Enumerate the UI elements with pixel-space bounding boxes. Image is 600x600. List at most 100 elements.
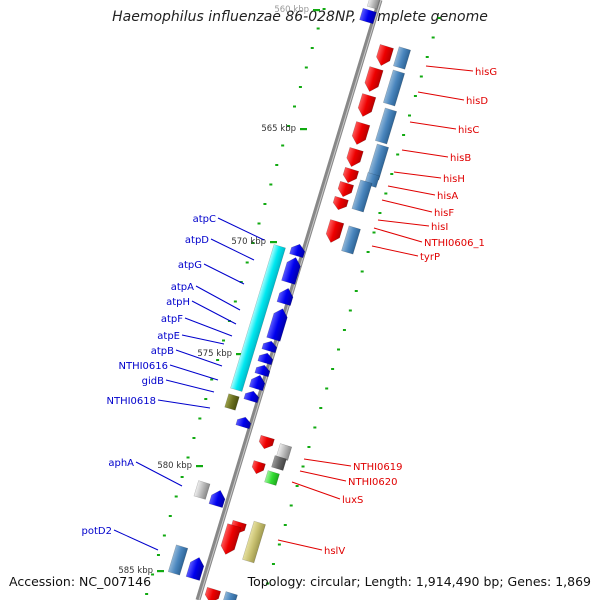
leader-line xyxy=(157,399,211,409)
gene-feature-red xyxy=(325,219,345,243)
leader-line xyxy=(210,238,255,261)
gene-feature-steel xyxy=(351,179,373,213)
gene-feature-steel xyxy=(383,69,405,107)
gene-feature-red xyxy=(251,460,266,475)
gene-feature-red xyxy=(376,44,394,66)
gene-label-tyrp[interactable]: tyrP xyxy=(420,252,440,263)
gene-label-hisa[interactable]: hisA xyxy=(437,191,458,202)
gene-feature-blue xyxy=(248,374,266,392)
major-tick xyxy=(196,465,203,468)
leader-line xyxy=(277,539,323,551)
gene-label-hisb[interactable]: hisB xyxy=(450,153,471,164)
leader-line xyxy=(113,529,159,551)
gene-label-hisi[interactable]: hisI xyxy=(431,222,448,233)
gene-features xyxy=(167,0,411,600)
gene-label-hisf[interactable]: hisF xyxy=(434,208,454,219)
gene-feature-blue xyxy=(185,557,205,581)
leader-line xyxy=(387,185,436,196)
gene-label-hisg[interactable]: hisG xyxy=(475,67,497,78)
gene-label-nthi0606-1[interactable]: NTHI0606_1 xyxy=(424,238,485,249)
gene-feature-red xyxy=(258,434,275,450)
gene-label-luxs[interactable]: luxS xyxy=(342,495,363,506)
leader-line xyxy=(165,379,215,393)
gene-feature-steel xyxy=(222,591,238,600)
leader-line xyxy=(299,470,347,482)
gene-feature-steel xyxy=(341,225,361,255)
gene-feature-blue xyxy=(261,340,278,354)
gene-feature-red xyxy=(220,523,242,555)
scale-label: 570 kbp xyxy=(231,237,266,247)
gene-feature-blue xyxy=(257,352,274,366)
gene-feature-blue xyxy=(235,416,252,430)
major-tick xyxy=(157,570,164,573)
gene-label-atpb[interactable]: atpB xyxy=(151,346,174,357)
gene-feature-blue xyxy=(266,308,288,342)
gene-feature-steel xyxy=(393,46,411,70)
gene-feature-blue xyxy=(254,364,271,378)
gene-feature-blue xyxy=(208,490,226,508)
gene-feature-steel xyxy=(167,544,189,576)
leader-line xyxy=(191,300,237,325)
genome-summary-text: Topology: circular; Length: 1,914,490 bp… xyxy=(247,574,591,589)
feature-blue xyxy=(359,7,377,25)
gene-label-atpd[interactable]: atpD xyxy=(185,235,209,246)
leader-line xyxy=(135,461,183,487)
leader-line xyxy=(184,317,233,337)
scale-label: 575 kbp xyxy=(197,349,232,359)
leader-line xyxy=(373,227,423,243)
gene-feature-blue xyxy=(276,288,294,306)
gene-feature-blue xyxy=(281,257,301,285)
gene-label-atpa[interactable]: atpA xyxy=(171,282,194,293)
gene-feature-red xyxy=(346,147,364,167)
leader-line xyxy=(381,199,433,213)
scale-label: 585 kbp xyxy=(118,566,153,576)
gene-label-atph[interactable]: atpH xyxy=(166,297,190,308)
leader-line xyxy=(377,219,430,227)
map-title: Haemophilus influenzae 86-028NP, complet… xyxy=(112,9,488,25)
gene-label-hisc[interactable]: hisC xyxy=(458,125,479,136)
leader-line xyxy=(425,65,474,72)
leader-line xyxy=(371,245,419,257)
gene-label-apha[interactable]: aphA xyxy=(108,458,134,469)
gene-label-nthi0616[interactable]: NTHI0616 xyxy=(118,361,168,372)
leader-line xyxy=(393,171,442,179)
gene-label-atpf[interactable]: atpF xyxy=(161,314,183,325)
gene-label-nthi0619[interactable]: NTHI0619 xyxy=(353,462,403,473)
gene-feature-blue xyxy=(243,390,260,404)
feature-gray xyxy=(366,0,382,10)
major-tick xyxy=(313,9,320,12)
gene-label-atpg[interactable]: atpG xyxy=(178,260,202,271)
gene-feature-cyan xyxy=(230,244,286,392)
gene-label-gidb[interactable]: gidB xyxy=(142,376,164,387)
gene-label-nthi0618[interactable]: NTHI0618 xyxy=(106,396,156,407)
gene-feature-steel xyxy=(375,107,397,145)
leader-line xyxy=(203,263,245,285)
gene-feature-khaki xyxy=(242,520,266,564)
gene-feature-gray xyxy=(193,480,211,500)
leader-line xyxy=(417,91,465,101)
gene-feature-gray xyxy=(271,455,287,471)
gene-label-hish[interactable]: hisH xyxy=(443,174,465,185)
leader-line xyxy=(169,364,219,381)
gene-label-hisd[interactable]: hisD xyxy=(466,96,488,107)
leader-line xyxy=(409,121,457,130)
gene-feature-red xyxy=(337,180,355,198)
gene-feature-red xyxy=(204,586,222,600)
major-tick xyxy=(270,241,277,244)
gene-label-atpc[interactable]: atpC xyxy=(193,214,216,225)
gene-feature-olive xyxy=(224,393,240,411)
leader-line xyxy=(181,334,225,345)
gene-label-potd2[interactable]: potD2 xyxy=(82,526,112,537)
gene-labels: hisG hisD hisC hisB hisH hisA hisF hisI NTHI0606… xyxy=(82,65,497,557)
gene-label-hslv[interactable]: hslV xyxy=(324,546,345,557)
gene-label-atpe[interactable]: atpE xyxy=(157,331,180,342)
gene-feature-red xyxy=(357,93,377,117)
leader-line xyxy=(303,458,352,467)
leader-line xyxy=(175,349,223,367)
major-tick xyxy=(300,128,307,131)
leader-line xyxy=(195,285,241,311)
gene-feature-red xyxy=(364,66,384,92)
gene-label-nthi0620[interactable]: NTHI0620 xyxy=(348,477,398,488)
